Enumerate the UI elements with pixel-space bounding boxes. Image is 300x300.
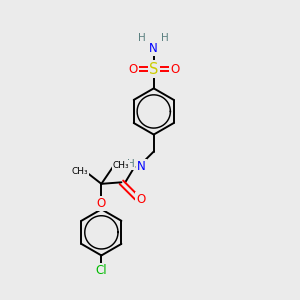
Text: O: O bbox=[97, 196, 106, 210]
Text: O: O bbox=[170, 63, 179, 76]
Text: O: O bbox=[136, 193, 145, 206]
Text: N: N bbox=[149, 42, 158, 55]
Text: CH₃: CH₃ bbox=[71, 167, 88, 176]
Text: H: H bbox=[138, 32, 146, 43]
Text: H: H bbox=[127, 159, 134, 169]
Text: Cl: Cl bbox=[96, 264, 107, 277]
Text: S: S bbox=[149, 61, 158, 76]
Text: CH₃: CH₃ bbox=[112, 161, 129, 170]
Text: H: H bbox=[161, 32, 169, 43]
Text: N: N bbox=[137, 160, 146, 173]
Text: O: O bbox=[128, 63, 138, 76]
